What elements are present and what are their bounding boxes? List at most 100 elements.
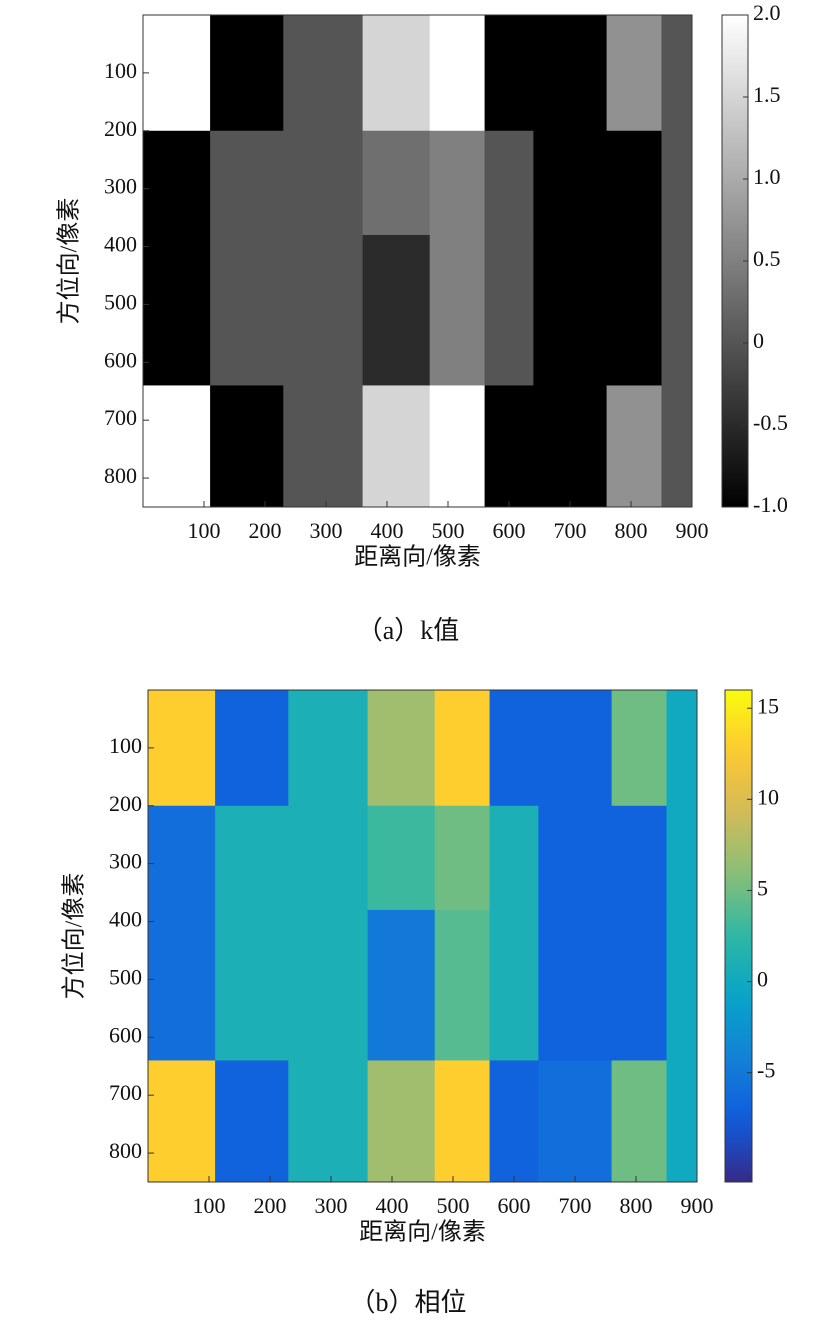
heatmap-panel: 100 200 300 400 500 600 700 800 9001002003004005… [61, 689, 779, 1317]
heatmap-cell [210, 130, 284, 236]
x-axis-label: 距离向/像素 [359, 1219, 486, 1246]
heatmap-cell [143, 130, 211, 236]
x-tick-label: 200 [254, 1193, 287, 1218]
heatmap-cell [148, 805, 216, 911]
x-tick-label: 900 [681, 1193, 714, 1218]
caption: （a）k值 [357, 616, 460, 645]
x-tick-label: 400 [376, 1193, 409, 1218]
heatmap-cell [283, 234, 364, 386]
heatmap-cell [367, 690, 436, 807]
y-tick-label: 300 [109, 849, 142, 874]
plot-frame [142, 14, 693, 508]
heatmap-cell [533, 234, 608, 386]
heatmap-cell [288, 1060, 369, 1183]
y-tick-label: 800 [109, 1138, 142, 1163]
heatmap-cell [367, 805, 436, 911]
heatmap-panel: 100 200 300 400 500 600 700 800 9001002003004005… [56, 0, 788, 645]
y-tick-label: 500 [104, 289, 137, 314]
colorbar-tick-label: 0 [757, 967, 768, 992]
heatmap-cell [661, 385, 693, 508]
colorbar-tick-label: 0 [753, 328, 764, 353]
y-axis-label: 方位向/像素 [61, 873, 88, 1000]
heatmap-cell [143, 15, 211, 132]
heatmap-cell [538, 1060, 613, 1183]
heatmap-cell [606, 385, 662, 508]
heatmap-cell [489, 690, 539, 807]
colorbar-tick-label: -1.0 [753, 492, 788, 517]
heatmap-cell [661, 130, 693, 236]
x-tick-label: 100 [193, 1193, 226, 1218]
heatmap-cell [489, 1060, 539, 1183]
y-tick-label: 800 [104, 463, 137, 488]
colorbar-tick-label: 5 [757, 875, 768, 900]
heatmap-cell [288, 909, 369, 1061]
y-tick-label: 600 [104, 347, 137, 372]
heatmap-cell [434, 909, 491, 1061]
colorbar-tick-label: 15 [757, 693, 779, 718]
heatmap-cell [533, 130, 608, 236]
y-tick-label: 700 [104, 405, 137, 430]
heatmap-cell [484, 385, 534, 508]
x-tick-label: 700 [554, 518, 587, 543]
y-tick-label: 400 [104, 232, 137, 257]
x-tick-label: 900 [676, 518, 709, 543]
heatmap-cell [666, 805, 698, 911]
heatmap-cell [362, 15, 431, 132]
heatmap-cell [367, 909, 436, 1061]
x-tick-label: 200 [249, 518, 282, 543]
heatmap-cell [429, 130, 486, 236]
heatmap-cell [148, 690, 216, 807]
heatmap-cell [367, 1060, 436, 1183]
heatmap-cell [484, 130, 534, 236]
heatmap-cell [611, 690, 667, 807]
x-tick-label: 800 [620, 1193, 653, 1218]
y-tick-label: 100 [104, 58, 137, 83]
heatmap-cell [429, 385, 486, 508]
x-axis-label: 距离向/像素 [354, 544, 481, 571]
heatmap-cell [434, 805, 491, 911]
colorbar-tick-label: 2.0 [753, 0, 781, 25]
caption: （b）相位 [349, 1288, 466, 1317]
heatmap-cell [362, 130, 431, 236]
heatmap-cell [538, 909, 613, 1061]
heatmap-cell [210, 385, 284, 508]
heatmap-cell [362, 385, 431, 508]
heatmap-cell [215, 1060, 289, 1183]
heatmap-cell [434, 1060, 491, 1183]
heatmap-cell [143, 234, 211, 386]
x-tick-label: 600 [493, 518, 526, 543]
heatmap-cell [288, 690, 369, 807]
x-tick-label: 100 [188, 518, 221, 543]
heatmap-cell [283, 130, 364, 236]
x-tick-label: 700 [559, 1193, 592, 1218]
heatmap-cell [215, 909, 289, 1061]
heatmap-cell [288, 805, 369, 911]
heatmap-cell [661, 234, 693, 386]
heatmap-cell [143, 385, 211, 508]
heatmap-cell [611, 909, 667, 1061]
heatmap-cell [606, 15, 662, 132]
colorbar-tick-label: 10 [757, 784, 779, 809]
x-tick-label: 800 [615, 518, 648, 543]
heatmap-cell [215, 690, 289, 807]
heatmap-cell [210, 15, 284, 132]
colorbar-tick-label: -5 [757, 1058, 775, 1083]
y-tick-label: 300 [104, 174, 137, 199]
heatmap-cell [611, 1060, 667, 1183]
heatmap-cell [489, 805, 539, 911]
y-axis-label: 方位向/像素 [56, 198, 83, 325]
y-tick-label: 400 [109, 907, 142, 932]
y-tick-label: 600 [109, 1022, 142, 1047]
heatmap-cell [215, 805, 289, 911]
heatmap-cell [538, 690, 613, 807]
y-tick-label: 500 [109, 964, 142, 989]
y-tick-label: 100 [109, 733, 142, 758]
heatmap-cell [148, 1060, 216, 1183]
heatmap-cell [429, 234, 486, 386]
y-tick-label: 200 [104, 116, 137, 141]
heatmap-cell [283, 385, 364, 508]
x-tick-label: 500 [437, 1193, 470, 1218]
heatmap-cell [148, 909, 216, 1061]
heatmap-cell [661, 15, 693, 132]
x-tick-label: 400 [371, 518, 404, 543]
